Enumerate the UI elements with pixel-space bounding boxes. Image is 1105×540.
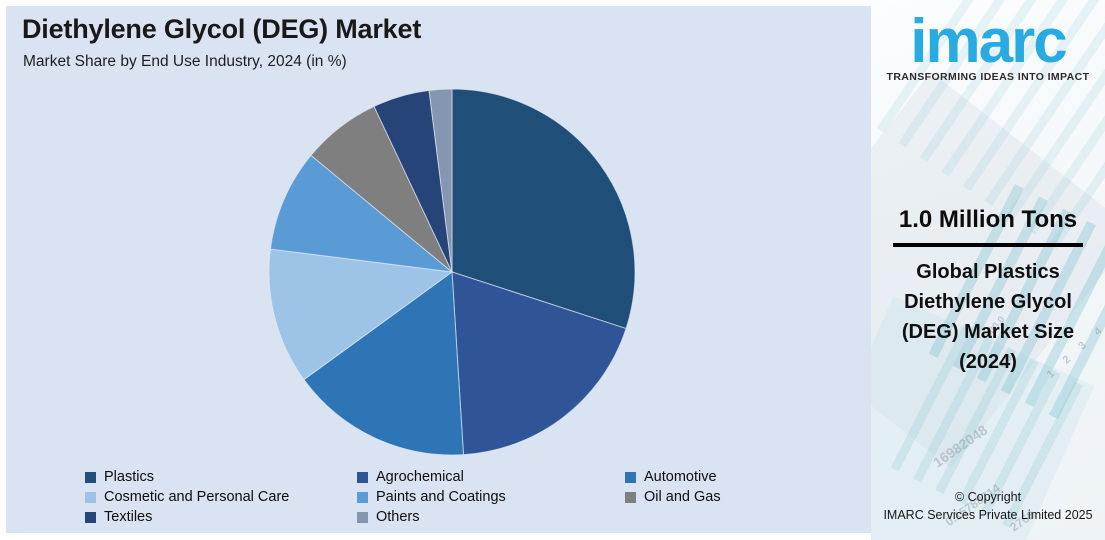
pie-chart[interactable] [267, 87, 637, 457]
legend-item-cosmetic-and-personal-care[interactable]: Cosmetic and Personal Care [85, 487, 357, 507]
legend-label: Oil and Gas [644, 489, 721, 505]
page-subtitle: Market Share by End Use Industry, 2024 (… [23, 53, 347, 70]
legend-item-textiles[interactable]: Textiles [85, 507, 357, 527]
chart-legend: Plastics Cosmetic and Personal Care Textil… [85, 467, 855, 527]
stat-value: 1.0 Million Tons [898, 206, 1078, 233]
legend-label: Others [376, 509, 420, 525]
legend-swatch [357, 491, 368, 503]
legend-swatch [85, 491, 96, 503]
pie-slice-others[interactable] [428, 88, 453, 273]
market-size-stat: 1.0 Million Tons Global Plastics Diethyl… [871, 206, 1105, 377]
legend-item-agrochemical[interactable]: Agrochemical [357, 467, 625, 487]
page-title: Diethylene Glycol (DEG) Market [22, 14, 422, 44]
brand-sidebar: 16982048 0.15788714 2768 500.0 0.0 1 2 3… [871, 0, 1105, 540]
legend-item-automotive[interactable]: Automotive [625, 467, 845, 487]
imarc-logo: imarc TRANSFORMING IDEAS INTO IMPACT [871, 6, 1105, 83]
legend-swatch [85, 511, 96, 523]
pie-slice-paints-and-coatings[interactable] [269, 154, 454, 273]
legend-swatch [625, 491, 636, 503]
pie-slice-agrochemical[interactable] [451, 271, 627, 456]
legend-label: Automotive [644, 469, 717, 485]
pie-slice-plastics[interactable] [451, 88, 636, 330]
watermark-number: 16982048 [930, 421, 991, 471]
legend-swatch [357, 471, 368, 483]
legend-item-oil-and-gas[interactable]: Oil and Gas [625, 487, 845, 507]
legend-label: Textiles [104, 509, 153, 525]
stat-label: Global Plastics Diethylene Glycol (DEG) … [901, 261, 1075, 373]
imarc-tagline: TRANSFORMING IDEAS INTO IMPACT [886, 71, 1090, 84]
legend-column: Agrochemical Paints and Coatings Others [357, 467, 625, 527]
legend-label: Plastics [104, 469, 154, 485]
chart-panel: Diethylene Glycol (DEG) Market Market Sh… [6, 6, 871, 533]
pie-chart-area [267, 87, 637, 457]
legend-item-paints-and-coatings[interactable]: Paints and Coatings [357, 487, 625, 507]
copyright-line1: © Copyright [954, 490, 1022, 504]
copyright-line2: IMARC Services Private Limited 2025 [883, 507, 1093, 522]
legend-swatch [357, 511, 368, 523]
pie-slice-automotive[interactable] [303, 271, 465, 456]
copyright-notice: © Copyright IMARC Services Private Limit… [871, 489, 1105, 524]
legend-item-plastics[interactable]: Plastics [85, 467, 357, 487]
stat-divider [893, 243, 1083, 247]
legend-label: Cosmetic and Personal Care [104, 489, 290, 505]
legend-column: Plastics Cosmetic and Personal Care Textil… [85, 467, 357, 527]
legend-label: Paints and Coatings [376, 489, 506, 505]
legend-label: Agrochemical [376, 469, 464, 485]
legend-column: Automotive Oil and Gas [625, 467, 845, 507]
imarc-logo-text: imarc [910, 7, 1067, 76]
legend-item-others[interactable]: Others [357, 507, 625, 527]
pie-slice-cosmetic-and-personal-care[interactable] [268, 248, 454, 381]
legend-swatch [85, 471, 96, 483]
legend-swatch [625, 471, 636, 483]
